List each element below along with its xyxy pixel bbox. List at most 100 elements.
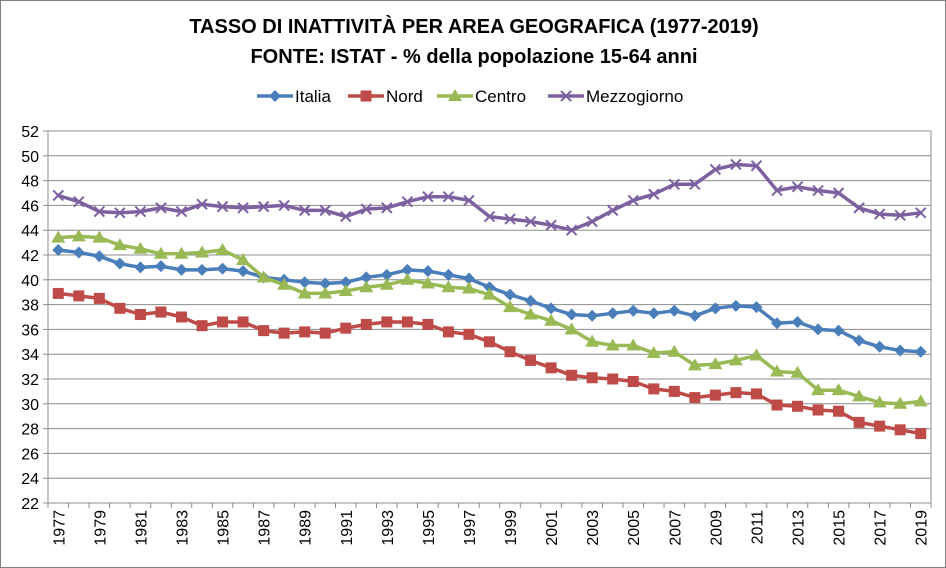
data-point-mezzogiorno <box>237 202 249 214</box>
data-point-nord <box>525 354 537 366</box>
x-tick-label: 1989 <box>298 510 315 546</box>
x-tick-label: 2009 <box>708 510 725 546</box>
y-tick-label: 34 <box>21 347 39 364</box>
data-point-italia <box>709 302 722 315</box>
data-point-centro <box>71 229 86 242</box>
data-point-italia <box>647 307 660 320</box>
data-point-centro <box>482 287 497 300</box>
data-point-italia <box>627 304 640 317</box>
data-point-mezzogiorno <box>483 210 496 223</box>
data-point-mezzogiorno <box>216 200 229 213</box>
series-group <box>51 158 928 440</box>
y-tick-label: 22 <box>21 496 39 513</box>
data-point-mezzogiorno <box>586 215 598 228</box>
data-point-mezzogiorno <box>257 200 270 213</box>
data-point-mezzogiorno <box>730 158 742 171</box>
data-point-nord <box>278 327 290 339</box>
data-point-nord <box>874 420 886 432</box>
data-point-mezzogiorno <box>340 210 352 223</box>
data-point-centro <box>585 334 600 347</box>
data-point-nord <box>217 316 229 328</box>
data-point-nord <box>237 316 249 328</box>
data-point-centro <box>728 353 743 366</box>
data-point-mezzogiorno <box>114 207 126 219</box>
data-point-mezzogiorno <box>668 178 681 191</box>
data-point-mezzogiorno <box>134 205 147 218</box>
data-point-italia <box>586 309 599 322</box>
data-point-mezzogiorno <box>93 205 106 218</box>
data-point-nord <box>894 424 906 436</box>
data-point-mezzogiorno <box>627 194 639 207</box>
data-point-centro <box>831 383 846 396</box>
data-point-italia <box>93 250 106 263</box>
data-point-nord <box>915 428 927 440</box>
data-point-centro <box>236 252 251 265</box>
x-tick-label: 2005 <box>626 510 643 546</box>
data-point-nord <box>833 405 845 417</box>
data-point-nord <box>853 416 865 428</box>
data-point-nord <box>463 328 475 340</box>
data-point-nord <box>730 387 742 399</box>
data-point-centro <box>195 245 210 258</box>
x-tick-label: 2003 <box>585 510 602 546</box>
legend-item-mezzogiorno: Mezzogiorno <box>548 87 683 106</box>
data-point-nord <box>319 327 331 339</box>
data-point-centro <box>277 277 292 290</box>
data-point-nord <box>504 346 516 358</box>
data-point-centro <box>913 394 928 407</box>
data-point-centro <box>811 383 826 396</box>
data-point-centro <box>51 230 66 243</box>
data-point-mezzogiorno <box>915 207 927 219</box>
data-point-mezzogiorno <box>52 189 64 202</box>
data-point-mezzogiorno <box>155 202 167 214</box>
data-point-italia <box>914 345 927 358</box>
data-point-centro <box>92 230 107 243</box>
data-point-mezzogiorno <box>545 219 557 231</box>
legend-label: Italia <box>295 87 331 106</box>
data-point-nord <box>196 320 208 332</box>
y-tick-label: 40 <box>21 273 39 290</box>
x-tick-label: 2007 <box>667 510 684 546</box>
data-point-centro <box>605 338 620 351</box>
data-point-nord <box>648 383 660 395</box>
data-point-nord <box>52 287 64 299</box>
y-tick-label: 38 <box>21 298 39 315</box>
data-point-centro <box>153 246 168 259</box>
y-tick-label: 50 <box>21 149 39 166</box>
data-point-centro <box>523 307 538 320</box>
data-point-centro <box>626 338 641 351</box>
data-point-mezzogiorno <box>771 184 783 197</box>
data-point-nord <box>812 404 824 416</box>
data-point-centro <box>646 345 661 358</box>
data-point-centro <box>215 243 230 256</box>
legend-label: Mezzogiorno <box>586 87 683 106</box>
data-point-mezzogiorno <box>648 188 660 200</box>
series-italia <box>52 244 927 358</box>
x-tick-label: 1995 <box>421 510 438 546</box>
data-point-italia <box>504 288 517 301</box>
data-point-mezzogiorno <box>832 187 845 199</box>
data-point-mezzogiorno <box>709 163 722 176</box>
data-point-italia <box>606 307 619 320</box>
data-point-nord <box>586 372 598 384</box>
x-tick-label: 2015 <box>832 510 849 546</box>
data-point-italia <box>688 309 701 322</box>
data-point-italia <box>832 324 845 337</box>
data-point-centro <box>893 396 908 409</box>
x-axis: 1977 1979 1981 1983 1985 1987 1989 1991 1993 1995… <box>47 503 932 546</box>
y-tick-label: 42 <box>21 248 39 265</box>
x-tick-label: 1997 <box>462 510 479 546</box>
data-point-centro <box>256 270 271 283</box>
x-tick-label: 1979 <box>92 510 109 546</box>
data-point-centro <box>338 283 353 296</box>
data-point-mezzogiorno <box>298 204 311 217</box>
data-point-mezzogiorno <box>463 194 475 207</box>
data-point-centro <box>852 389 867 402</box>
y-tick-label: 32 <box>21 372 39 389</box>
data-point-italia <box>52 244 65 257</box>
data-point-centro <box>400 272 415 285</box>
data-point-nord <box>73 290 85 302</box>
legend-label: Centro <box>475 87 526 106</box>
chart-subtitle: FONTE: ISTAT - % della popolazione 15-64… <box>250 46 697 68</box>
